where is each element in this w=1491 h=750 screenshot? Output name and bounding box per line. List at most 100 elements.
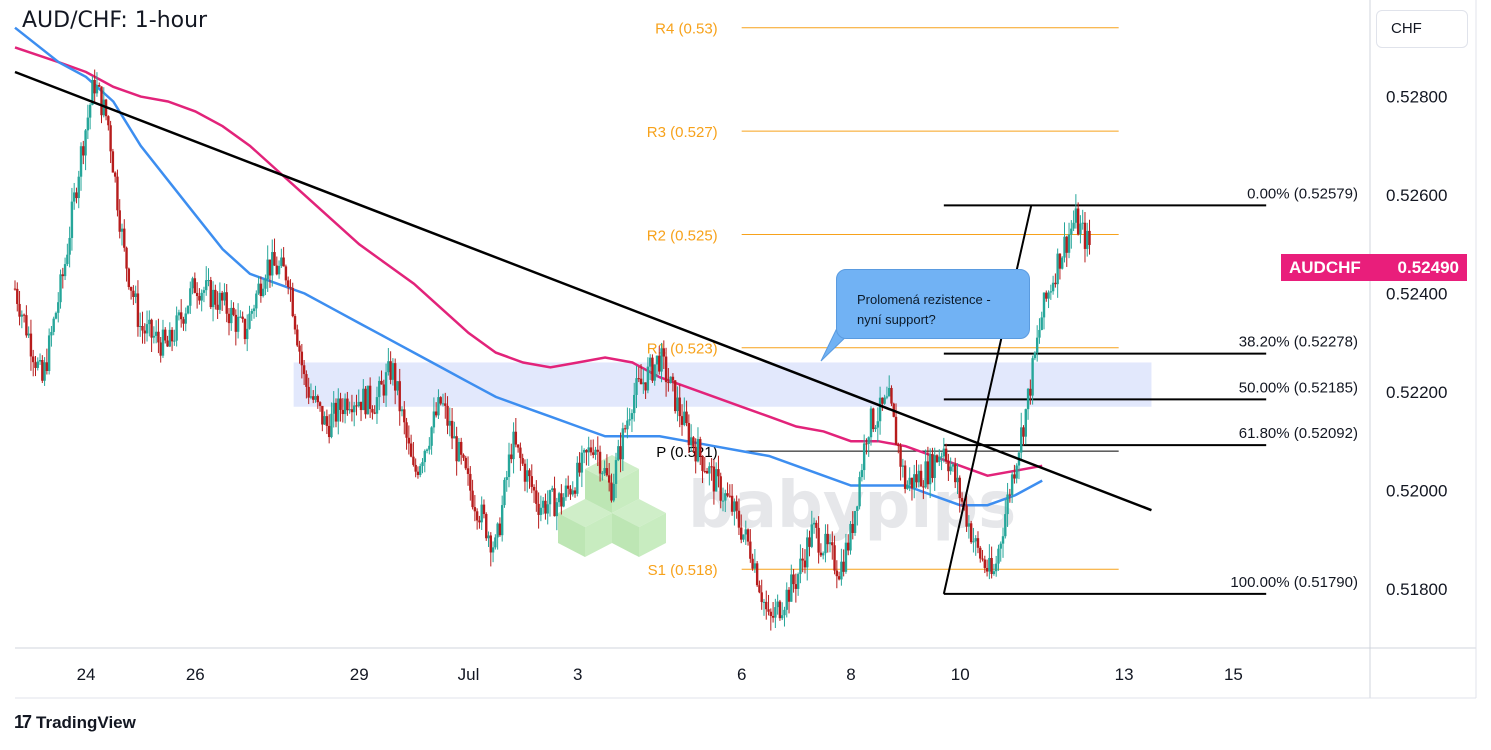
candle-body-5 [25, 315, 28, 336]
candle-body-37 [98, 84, 101, 87]
candle-body-83 [202, 290, 206, 293]
candle-body-22 [63, 264, 67, 277]
candle-body-106 [255, 293, 258, 309]
x-tick-label-0: 24 [77, 665, 96, 684]
candle-body-365 [844, 542, 848, 572]
candle-body-253 [589, 447, 593, 453]
candle-body-348 [806, 537, 809, 568]
candle-body-347 [803, 560, 807, 568]
moving-averages [14, 26, 1043, 507]
candle-body-472 [1088, 230, 1091, 245]
candle-body-136 [323, 416, 326, 425]
candle-body-124 [296, 329, 299, 346]
candle-body-176 [414, 464, 417, 472]
candle-body-254 [592, 452, 595, 455]
candle-body-274 [637, 378, 640, 380]
candle-body-443 [1022, 427, 1025, 437]
candle-body-157 [371, 408, 374, 413]
candle-body-238 [555, 502, 559, 517]
candle-body-234 [546, 504, 549, 514]
candle-body-118 [282, 257, 285, 267]
candle-body-430 [992, 571, 996, 575]
candle-body-256 [596, 449, 599, 452]
candle-body-180 [423, 450, 426, 463]
candle-body-21 [61, 274, 65, 277]
x-tick-label-3: Jul [458, 665, 480, 684]
candle-body-189 [444, 403, 447, 406]
candle-body-356 [824, 533, 827, 554]
price-tag-value: 0.52490 [1397, 258, 1459, 277]
candle-body-225 [526, 470, 529, 482]
currency-button[interactable]: CHF [1376, 10, 1468, 48]
candle-body-218 [510, 454, 513, 460]
sma-fast-line [14, 26, 1043, 507]
tradingview-logo[interactable]: 17 TradingView [14, 712, 136, 733]
candle-body-193 [453, 436, 456, 439]
pivot-label-5: S1 (0.518) [648, 562, 718, 579]
candle-body-79 [193, 278, 197, 293]
candle-body-116 [277, 265, 281, 275]
candle-body-128 [305, 374, 308, 387]
candle-body-179 [421, 462, 424, 467]
candle-body-53 [134, 293, 137, 297]
x-tick-label-5: 6 [737, 665, 746, 684]
fib-label-2: 50.00% (0.52185) [1239, 379, 1358, 396]
candle-body-134 [318, 402, 322, 406]
candle-body-271 [630, 413, 634, 420]
candle-body-72 [177, 312, 181, 316]
candle-body-440 [1015, 465, 1018, 479]
candle-body-317 [735, 501, 738, 511]
candle-body-15 [47, 335, 51, 371]
candle-body-215 [503, 479, 506, 506]
candle-body-199 [466, 468, 470, 474]
candle-body-311 [721, 500, 725, 502]
candle-body-94 [227, 313, 231, 324]
candle-body-300 [696, 439, 700, 462]
candle-body-0 [13, 288, 17, 290]
candle-body-127 [302, 365, 306, 375]
candle-body-42 [109, 125, 112, 152]
candle-body-133 [316, 396, 319, 403]
candle-body-150 [355, 405, 358, 407]
candle-body-217 [507, 454, 511, 478]
candle-body-220 [514, 431, 518, 445]
candle-body-308 [714, 469, 718, 492]
candle-body-374 [865, 443, 868, 445]
candle-body-90 [218, 292, 222, 310]
candle-body-32 [86, 117, 90, 131]
candle-body-144 [341, 409, 345, 415]
candle-body-48 [123, 228, 126, 248]
candle-body-466 [1074, 208, 1078, 223]
candle-body-376 [869, 408, 873, 438]
candle-body-358 [828, 542, 832, 545]
candle-body-55 [139, 325, 142, 327]
candle-body-287 [667, 382, 670, 384]
candle-body-195 [457, 441, 461, 462]
candle-body-423 [976, 538, 980, 548]
candle-body-197 [462, 454, 465, 458]
watermark-cube-left-top [585, 469, 612, 513]
candle-body-142 [337, 398, 340, 422]
candle-body-399 [922, 486, 925, 488]
y-tick-label-4: 0.52600 [1386, 186, 1447, 205]
candle-body-43 [111, 151, 115, 173]
fib-label-0: 0.00% (0.52579) [1247, 185, 1358, 202]
candle-body-62 [154, 331, 158, 336]
candle-body-302 [701, 456, 704, 471]
candle-body-210 [491, 547, 495, 553]
candle-body-360 [833, 545, 836, 571]
candle-body-294 [683, 411, 686, 425]
candle-body-23 [66, 254, 69, 265]
candle-body-84 [205, 280, 208, 291]
annotation-line-1: Prolomená rezistence - [857, 292, 991, 307]
candle-body-237 [553, 488, 556, 517]
candle-body-80 [195, 292, 199, 297]
candle-body-416 [960, 498, 964, 502]
candle-body-444 [1024, 409, 1027, 437]
candle-body-170 [400, 409, 404, 412]
candle-body-121 [289, 286, 292, 288]
candle-body-159 [375, 397, 379, 414]
candle-body-13 [43, 362, 46, 381]
candle-body-87 [211, 289, 215, 308]
